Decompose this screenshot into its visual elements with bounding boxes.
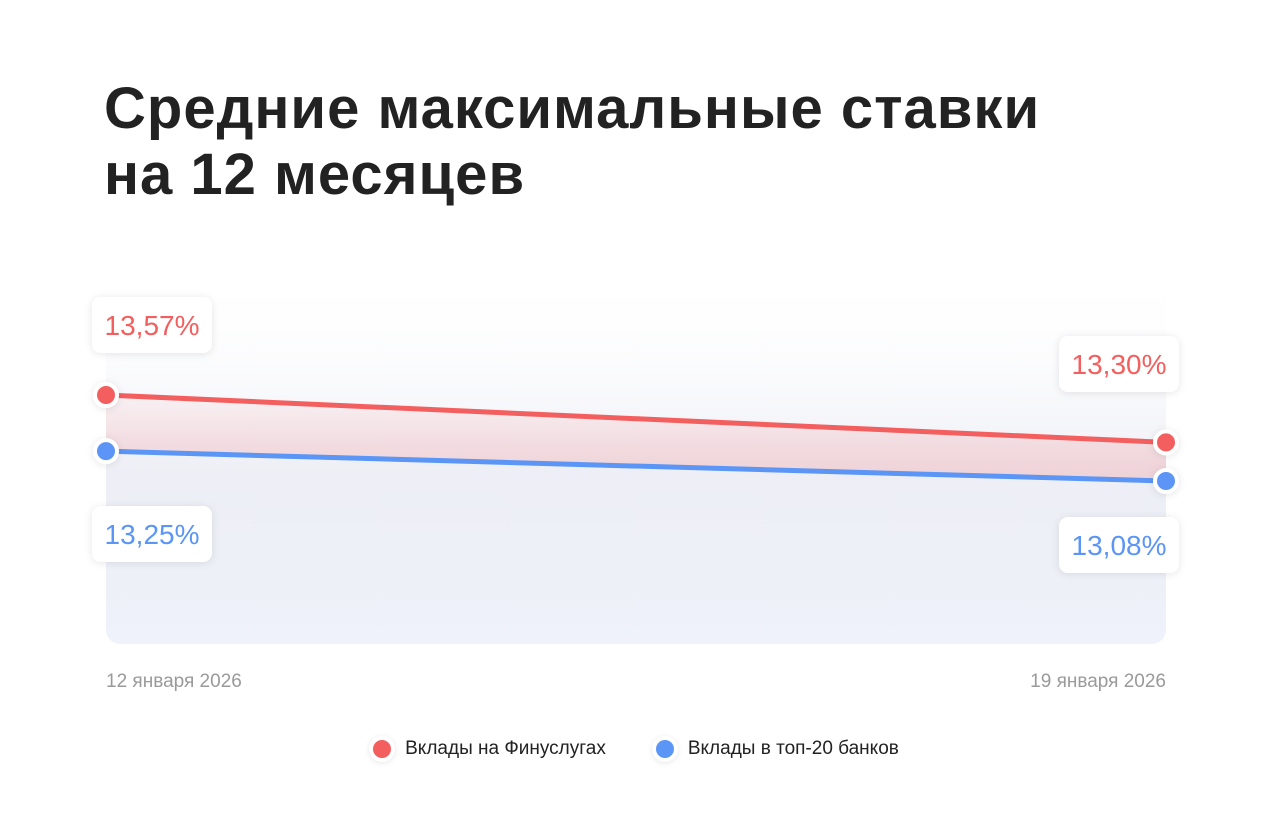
point-finuslugi-0 [93,382,119,408]
data-label-top20-1-box [1059,517,1179,573]
data-label-finuslugi-0-text: 13,57% [105,310,200,341]
data-label-top20-1: 13,08% [1059,517,1179,573]
data-label-finuslugi-0: 13,57% [92,297,212,353]
data-label-top20-0-box [92,506,212,562]
chart-title-line-1: Средние максимальные ставки [104,76,1041,141]
x-tick-label-1: 19 января 2026 [1030,671,1166,692]
point-top20-0 [93,438,119,465]
legend-item-finuslugi: Вклады на Финуслугах [373,738,606,760]
data-label-top20-0-text: 13,25% [105,519,200,550]
point-finuslugi-1 [1153,429,1179,456]
point-top20-1 [1153,468,1179,494]
legend-label-finuslugi: Вклады на Финуслугах [405,738,606,759]
legend-item-top20: Вклады в топ-20 банков [655,738,899,760]
series-line-top20 [103,448,1169,484]
legend-marker-finuslugi [373,740,392,758]
data-label-top20-1-text: 13,08% [1072,530,1167,561]
data-label-finuslugi-1-text: 13,30% [1072,349,1167,380]
series-line-finuslugi [103,392,1169,445]
data-label-finuslugi-0-box [92,297,212,353]
data-label-finuslugi-1-box [1059,336,1179,392]
chart-title-line-2: на 12 месяцев [104,142,526,207]
legend-marker-top20 [655,740,674,758]
legend-label-top20: Вклады в топ-20 банков [687,738,899,759]
finuslugi-area-fill [106,395,1166,481]
chart-legend: Вклады на Финуслугах Вклады в топ-20 бан… [0,738,1272,760]
data-label-finuslugi-1: 13,30% [1059,336,1179,392]
data-label-top20-0: 13,25% [92,506,212,562]
chart-title: Средние максимальные ставки на 12 месяце… [104,76,1164,208]
x-tick-label-0: 12 января 2026 [106,671,242,692]
